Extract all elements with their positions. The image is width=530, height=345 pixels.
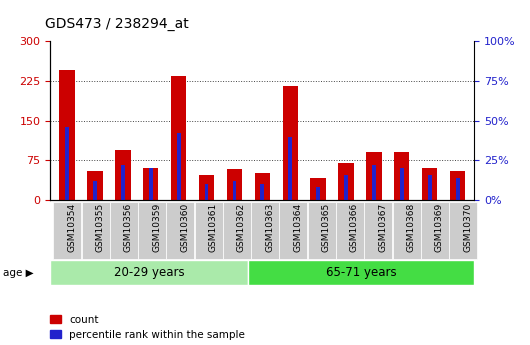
- Bar: [311, 178, 326, 200]
- FancyBboxPatch shape: [251, 202, 279, 259]
- Bar: [338, 163, 354, 200]
- Text: 65-71 years: 65-71 years: [326, 266, 396, 279]
- Text: GDS473 / 238294_at: GDS473 / 238294_at: [45, 17, 189, 31]
- Text: GSM10361: GSM10361: [209, 203, 218, 253]
- Bar: [288, 137, 292, 200]
- Bar: [87, 171, 103, 200]
- Bar: [282, 86, 298, 200]
- Bar: [372, 165, 376, 200]
- Bar: [316, 187, 320, 200]
- FancyBboxPatch shape: [54, 202, 81, 259]
- Text: GSM10359: GSM10359: [152, 203, 161, 253]
- Legend: count, percentile rank within the sample: count, percentile rank within the sample: [50, 315, 245, 340]
- Text: GSM10362: GSM10362: [237, 203, 246, 252]
- Bar: [121, 165, 125, 200]
- Bar: [233, 181, 236, 200]
- Text: GSM10360: GSM10360: [180, 203, 189, 253]
- Text: GSM10354: GSM10354: [67, 203, 76, 252]
- Bar: [149, 168, 153, 200]
- FancyBboxPatch shape: [279, 202, 307, 259]
- FancyBboxPatch shape: [166, 202, 195, 259]
- FancyBboxPatch shape: [393, 202, 420, 259]
- Text: GSM10368: GSM10368: [407, 203, 416, 253]
- Text: GSM10367: GSM10367: [378, 203, 387, 253]
- FancyBboxPatch shape: [195, 202, 223, 259]
- Bar: [171, 76, 187, 200]
- Bar: [143, 168, 158, 200]
- Bar: [456, 178, 460, 200]
- FancyBboxPatch shape: [223, 202, 251, 259]
- Bar: [59, 70, 75, 200]
- Bar: [176, 134, 181, 200]
- Bar: [115, 150, 130, 200]
- Bar: [422, 168, 437, 200]
- Text: 20-29 years: 20-29 years: [114, 266, 184, 279]
- Bar: [248, 260, 474, 285]
- Bar: [199, 175, 214, 200]
- FancyBboxPatch shape: [110, 202, 138, 259]
- Text: GSM10364: GSM10364: [294, 203, 303, 252]
- Text: GSM10370: GSM10370: [463, 203, 472, 253]
- Bar: [205, 184, 208, 200]
- Bar: [260, 184, 264, 200]
- Text: GSM10363: GSM10363: [265, 203, 274, 253]
- FancyBboxPatch shape: [308, 202, 335, 259]
- Text: GSM10356: GSM10356: [124, 203, 133, 253]
- FancyBboxPatch shape: [364, 202, 392, 259]
- Bar: [450, 171, 465, 200]
- Bar: [344, 175, 348, 200]
- Bar: [50, 260, 248, 285]
- Bar: [227, 169, 242, 200]
- Bar: [93, 181, 97, 200]
- Text: GSM10365: GSM10365: [322, 203, 331, 253]
- Bar: [366, 152, 382, 200]
- Bar: [394, 152, 410, 200]
- Bar: [400, 168, 404, 200]
- FancyBboxPatch shape: [82, 202, 110, 259]
- FancyBboxPatch shape: [138, 202, 166, 259]
- FancyBboxPatch shape: [449, 202, 477, 259]
- Text: age ▶: age ▶: [3, 268, 33, 277]
- Bar: [65, 127, 69, 200]
- Bar: [255, 172, 270, 200]
- FancyBboxPatch shape: [336, 202, 364, 259]
- Bar: [428, 175, 431, 200]
- Text: GSM10366: GSM10366: [350, 203, 359, 253]
- Text: GSM10369: GSM10369: [435, 203, 444, 253]
- Text: GSM10355: GSM10355: [95, 203, 104, 253]
- FancyBboxPatch shape: [421, 202, 449, 259]
